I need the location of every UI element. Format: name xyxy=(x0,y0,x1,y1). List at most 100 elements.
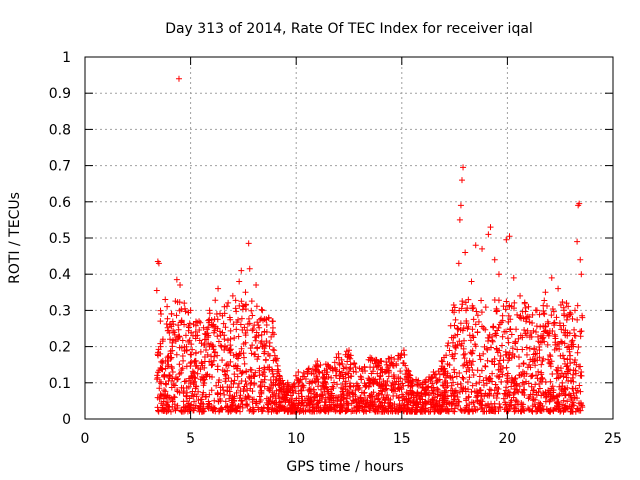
data-point xyxy=(443,352,450,359)
data-point xyxy=(259,343,266,350)
data-point xyxy=(197,348,204,355)
data-point xyxy=(209,322,216,329)
data-point xyxy=(473,308,480,315)
data-point xyxy=(201,336,208,343)
data-point xyxy=(435,408,442,415)
data-point xyxy=(206,358,213,365)
data-point xyxy=(369,393,376,400)
data-point xyxy=(377,372,384,379)
data-point xyxy=(431,371,438,378)
data-point xyxy=(157,350,164,357)
data-point xyxy=(575,343,582,350)
data-point xyxy=(169,343,176,350)
data-point xyxy=(499,342,506,349)
data-point xyxy=(575,363,582,370)
data-point xyxy=(399,391,406,398)
data-point xyxy=(460,375,467,382)
data-point xyxy=(336,368,343,375)
data-point xyxy=(275,390,282,397)
data-point xyxy=(222,398,229,405)
data-point xyxy=(400,347,407,354)
data-point xyxy=(229,402,236,409)
y-tick-label: 0.5 xyxy=(49,231,71,247)
data-point xyxy=(480,350,487,357)
data-point xyxy=(186,320,193,327)
data-point xyxy=(550,395,557,402)
data-point xyxy=(489,337,496,344)
data-point xyxy=(206,319,213,326)
data-point xyxy=(559,379,566,386)
data-point xyxy=(305,393,312,400)
data-point xyxy=(350,368,357,375)
data-point xyxy=(538,392,545,399)
data-point xyxy=(156,396,163,403)
data-point xyxy=(218,343,225,350)
data-point xyxy=(214,316,221,323)
data-point xyxy=(548,274,555,281)
data-point xyxy=(255,332,262,339)
data-point xyxy=(242,289,249,296)
data-point xyxy=(455,398,462,405)
data-point xyxy=(465,296,472,303)
data-point xyxy=(419,403,426,410)
data-point xyxy=(430,384,437,391)
data-point xyxy=(498,378,505,385)
data-point xyxy=(484,357,491,364)
data-point xyxy=(558,326,565,333)
data-point xyxy=(268,381,275,388)
data-point xyxy=(239,302,246,309)
data-point xyxy=(269,329,276,336)
data-point xyxy=(233,326,240,333)
data-point xyxy=(229,292,236,299)
data-point xyxy=(193,393,200,400)
x-tick-label: 20 xyxy=(498,431,516,447)
data-point xyxy=(301,373,308,380)
data-point xyxy=(361,408,368,415)
data-point xyxy=(441,365,448,372)
data-point xyxy=(516,383,523,390)
data-point xyxy=(413,400,420,407)
data-point xyxy=(230,380,237,387)
data-point xyxy=(183,393,190,400)
data-point xyxy=(550,320,557,327)
data-point xyxy=(210,407,217,414)
data-point xyxy=(485,334,492,341)
data-point xyxy=(185,309,192,316)
data-point xyxy=(324,385,331,392)
data-point xyxy=(338,406,345,413)
data-point xyxy=(206,401,213,408)
data-point xyxy=(550,407,557,414)
data-point xyxy=(169,365,176,372)
data-point xyxy=(313,391,320,398)
data-point xyxy=(379,366,386,373)
data-point xyxy=(458,384,465,391)
data-point xyxy=(252,400,259,407)
data-point xyxy=(166,394,173,401)
data-point xyxy=(476,379,483,386)
data-point xyxy=(168,354,175,361)
data-point xyxy=(346,366,353,373)
x-tick-label: 5 xyxy=(186,431,195,447)
data-point xyxy=(184,398,191,405)
data-point xyxy=(254,356,261,363)
y-tick-label: 1 xyxy=(62,50,71,66)
data-point xyxy=(308,398,315,405)
data-point xyxy=(239,327,246,334)
data-point xyxy=(460,362,467,369)
data-point xyxy=(422,379,429,386)
data-point xyxy=(237,367,244,374)
data-point xyxy=(337,391,344,398)
data-point xyxy=(201,364,208,371)
data-point xyxy=(519,406,526,413)
data-point xyxy=(267,377,274,384)
data-point xyxy=(514,346,521,353)
data-point xyxy=(269,318,276,325)
data-point xyxy=(576,382,583,389)
data-point xyxy=(249,327,256,334)
data-point xyxy=(199,373,206,380)
data-point xyxy=(155,408,162,415)
data-point xyxy=(494,390,501,397)
data-point xyxy=(457,388,464,395)
data-point xyxy=(338,400,345,407)
data-point xyxy=(174,376,181,383)
